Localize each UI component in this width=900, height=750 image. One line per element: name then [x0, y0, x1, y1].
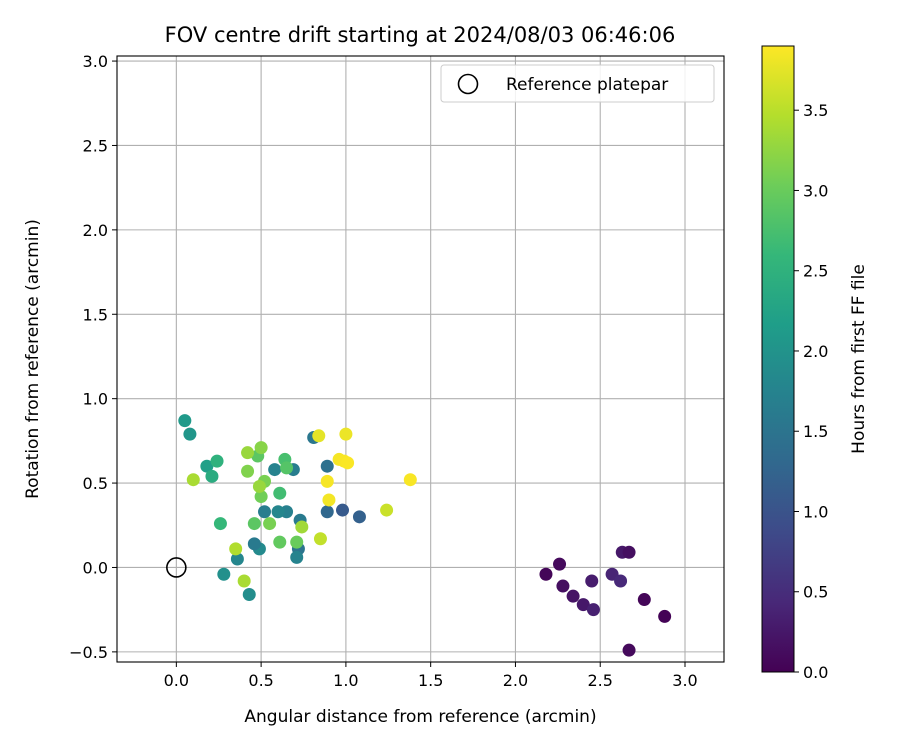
reference-point: [166, 557, 187, 578]
colorbar-tick-label: 2.0: [803, 342, 828, 361]
data-point: [312, 429, 326, 443]
legend: Reference platepar: [440, 64, 715, 103]
colorbar-tick-label: 2.5: [803, 262, 828, 281]
data-point: [290, 535, 304, 549]
y-tick-label: 0.0: [83, 558, 108, 577]
chart-title: FOV centre drift starting at 2024/08/03 …: [165, 23, 676, 47]
data-point: [183, 427, 197, 441]
y-tick-label: 2.0: [83, 221, 108, 240]
x-axis-label: Angular distance from reference (arcmin): [244, 707, 596, 727]
data-point: [273, 535, 287, 549]
data-point: [200, 459, 214, 473]
data-point: [217, 567, 231, 581]
x-tick-label: 1.5: [418, 671, 443, 690]
colorbar-ticks: 0.0 0.5 1.0 1.5 2.0 2.5 3.0 3.5: [794, 101, 828, 682]
data-point: [313, 532, 327, 546]
data-point: [205, 469, 219, 483]
data-point: [271, 505, 285, 519]
y-tick-label: −0.5: [69, 643, 108, 662]
y-tick-label: 0.5: [83, 474, 108, 493]
grid-lines: [117, 56, 724, 662]
data-point: [280, 461, 294, 475]
data-point: [585, 574, 599, 588]
data-point: [539, 567, 553, 581]
data-point: [336, 503, 350, 517]
y-tick-label: 3.0: [83, 52, 108, 71]
data-point: [553, 557, 567, 571]
y-tick-label: 1.0: [83, 390, 108, 409]
data-point: [556, 579, 570, 593]
legend-box: [440, 64, 715, 103]
data-point: [586, 603, 600, 617]
data-point: [268, 463, 282, 477]
data-point: [252, 479, 266, 493]
plot-frame: [116, 55, 725, 663]
data-point: [352, 510, 366, 524]
colorbar: [761, 45, 795, 673]
x-tick-label: 3.0: [672, 671, 697, 690]
plot-area: [117, 56, 724, 662]
data-point: [273, 486, 287, 500]
x-tick-label: 0.0: [164, 671, 189, 690]
data-point: [339, 427, 353, 441]
data-point: [322, 493, 336, 507]
colorbar-tick-label: 0.0: [803, 663, 828, 682]
data-point: [258, 505, 272, 519]
data-point: [263, 517, 277, 531]
data-point: [658, 609, 672, 623]
data-point: [380, 503, 394, 517]
y-tick-label: 2.5: [83, 136, 108, 155]
data-point: [186, 473, 200, 487]
x-axis-ticks: 0.0 0.5 1.0 1.5 2.0 2.5 3.0: [164, 662, 698, 690]
data-point: [254, 490, 268, 504]
data-point: [213, 517, 227, 531]
data-point: [622, 545, 636, 559]
colorbar-tick-label: 1.5: [803, 422, 828, 441]
data-point: [403, 473, 417, 487]
data-point: [566, 589, 580, 603]
data-point: [241, 464, 255, 478]
data-point: [242, 587, 256, 601]
y-tick-label: 1.5: [83, 305, 108, 324]
colorbar-tick-label: 0.5: [803, 583, 828, 602]
data-point: [320, 505, 334, 519]
x-tick-label: 1.0: [333, 671, 358, 690]
data-point: [229, 542, 243, 556]
data-point: [254, 441, 268, 455]
data-point: [295, 520, 309, 534]
legend-marker: [457, 73, 479, 95]
colorbar-tick-label: 3.0: [803, 181, 828, 200]
data-points: [178, 414, 672, 657]
data-point: [341, 456, 355, 470]
data-point: [576, 598, 590, 612]
data-point: [237, 574, 251, 588]
x-tick-label: 2.0: [503, 671, 528, 690]
x-tick-label: 2.5: [587, 671, 612, 690]
colorbar-label: Hours from first FF file: [849, 264, 869, 454]
y-axis-ticks: −0.5 0.0 0.5 1.0 1.5 2.0 2.5 3.0: [69, 52, 117, 662]
legend-label: Reference platepar: [506, 75, 668, 95]
data-point: [637, 593, 651, 607]
data-point: [320, 459, 334, 473]
data-point: [247, 517, 261, 531]
y-axis-label: Rotation from reference (arcmin): [23, 219, 43, 499]
data-point: [230, 552, 244, 566]
data-point: [210, 454, 224, 468]
x-tick-label: 0.5: [248, 671, 273, 690]
colorbar-tick-label: 3.5: [803, 101, 828, 120]
data-point: [241, 446, 255, 460]
data-point: [178, 414, 192, 428]
data-point: [290, 550, 304, 564]
data-point: [622, 643, 636, 657]
data-point: [247, 537, 261, 551]
colorbar-tick-label: 1.0: [803, 502, 828, 521]
data-point: [320, 474, 334, 488]
data-point: [614, 574, 628, 588]
